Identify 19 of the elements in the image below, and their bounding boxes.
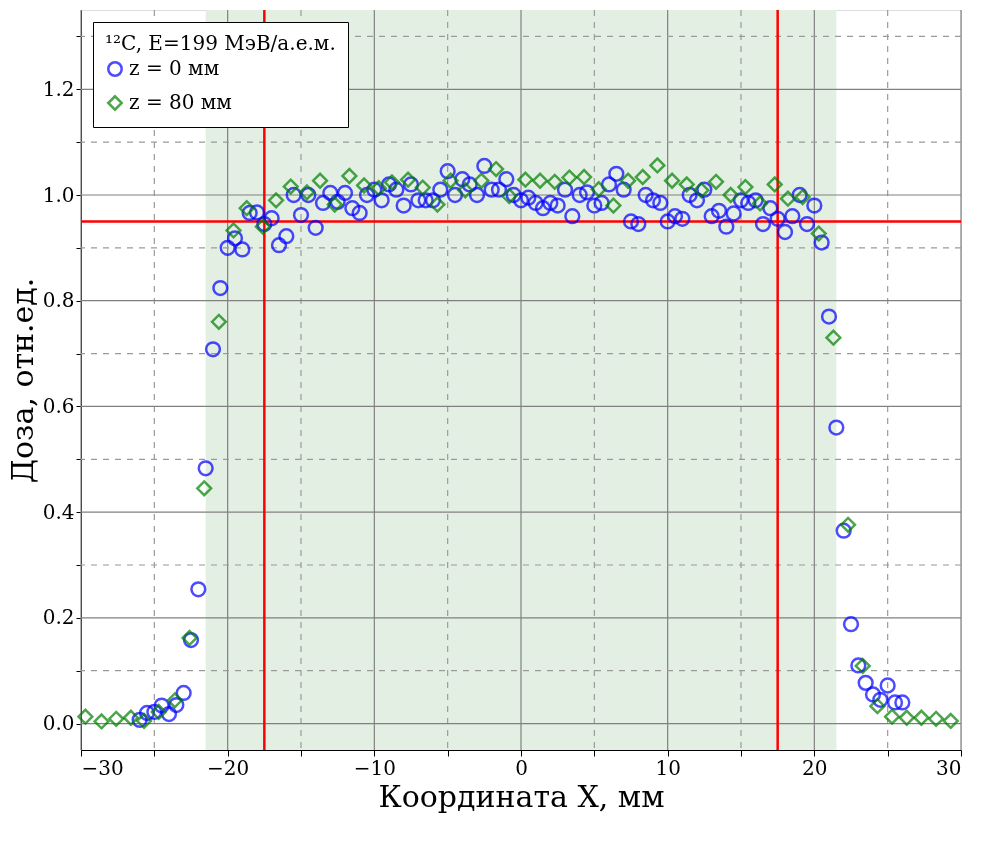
x-axis-title: Координата X, мм [378, 778, 665, 814]
x-tick-label: 10 [655, 755, 681, 780]
legend-label: z = 80 мм [129, 90, 232, 114]
x-tick-label: 20 [802, 755, 828, 780]
x-tick-label: 30 [936, 755, 962, 780]
y-tick-label: 0.6 [42, 393, 75, 418]
x-tick-label: −30 [81, 755, 124, 780]
x-tick-label: −20 [207, 755, 250, 780]
y-axis-title: Доза, отн.ед. [4, 277, 40, 484]
x-tick-label: −10 [353, 755, 396, 780]
y-tick-label: 0.8 [42, 288, 75, 313]
y-tick-label: 1.0 [42, 182, 75, 207]
y-tick-label: 1.2 [42, 76, 75, 101]
y-tick-label: 0.0 [42, 711, 75, 736]
y-tick-label: 0.4 [42, 499, 75, 524]
x-tick-label: 0 [515, 755, 528, 780]
legend-title: ¹²C, E=199 МэВ/а.е.м. [105, 31, 336, 55]
legend-label: z = 0 мм [129, 56, 220, 80]
y-tick-label: 0.2 [42, 605, 75, 630]
